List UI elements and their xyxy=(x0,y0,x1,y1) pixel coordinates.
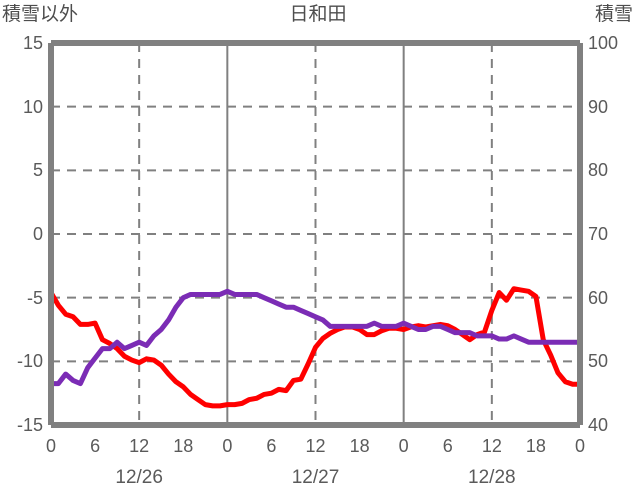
series-line-snow-depth xyxy=(51,288,580,387)
x-axis-tick-label: 18 xyxy=(525,436,546,456)
x-axis-tick-label: 0 xyxy=(398,436,409,456)
x-axis-date-label: 12/26 xyxy=(115,467,163,488)
series-line-temperature xyxy=(48,286,580,409)
right-axis-title: 積雪 xyxy=(594,4,633,25)
chart-title: 日和田 xyxy=(289,4,347,25)
x-axis-tick-label: 0 xyxy=(45,436,56,456)
x-axis-tick-label: 18 xyxy=(173,436,194,456)
y-axis-right-tick-label: 90 xyxy=(588,96,609,117)
y-axis-right-tick-label: 80 xyxy=(588,160,609,181)
x-axis-tick-label: 12 xyxy=(305,436,326,456)
y-axis-left-tick-label: -5 xyxy=(26,287,43,308)
y-axis-right-tick-label: 40 xyxy=(588,415,609,435)
x-axis-tick-label: 6 xyxy=(90,436,101,456)
x-axis-date-label: 12/28 xyxy=(468,467,516,488)
x-axis-tick-label: 12 xyxy=(129,436,150,456)
x-axis-tick-label: 6 xyxy=(442,436,453,456)
y-axis-right-tick-label: 50 xyxy=(588,351,609,372)
y-axis-left-tick-label: 15 xyxy=(22,33,43,53)
y-axis-left-tick-label: 0 xyxy=(32,224,43,244)
y-axis-right-tick-label: 100 xyxy=(588,33,619,53)
left-axis-title: 積雪以外 xyxy=(2,4,79,25)
y-axis-right-tick-label: 60 xyxy=(588,287,609,308)
y-axis-right-tick-label: 70 xyxy=(588,224,609,244)
x-axis-tick-label: 0 xyxy=(222,436,233,456)
x-axis-tick-label: 6 xyxy=(266,436,277,456)
x-axis-tick-label: 18 xyxy=(349,436,370,456)
y-axis-left-tick-label: -10 xyxy=(16,351,43,372)
x-axis-tick-label: 12 xyxy=(481,436,502,456)
plot-frame xyxy=(48,40,583,428)
x-axis-date-label: 12/27 xyxy=(291,467,340,488)
x-axis-tick-label: 0 xyxy=(574,436,585,456)
y-axis-left-tick-label: -15 xyxy=(16,415,43,435)
y-axis-left-tick-label: 5 xyxy=(32,160,43,181)
y-axis-left-tick-label: 10 xyxy=(22,96,43,117)
